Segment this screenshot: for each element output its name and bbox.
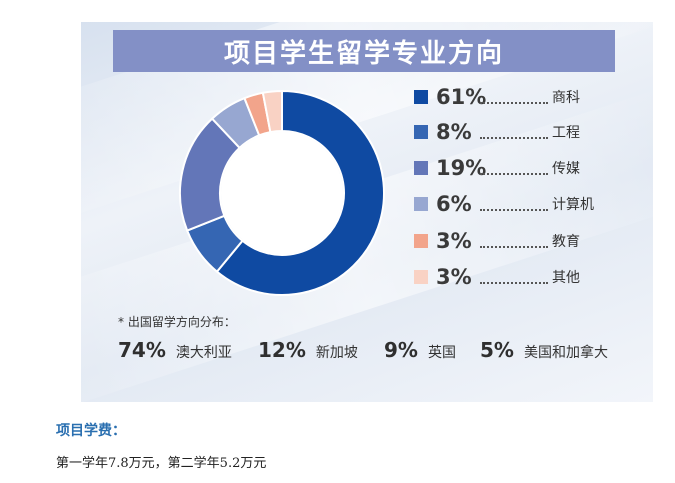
country-stat-singapore: 12% 新加坡 — [258, 338, 358, 362]
chart-title: 项目学生留学专业方向 — [113, 30, 615, 72]
legend-item-education: 3% 教育 — [414, 228, 580, 254]
country-name: 美国和加拿大 — [523, 345, 608, 361]
legend-item-other: 3% 其他 — [414, 264, 580, 290]
country-name: 澳大利亚 — [175, 345, 232, 361]
legend-item-media: 19% 传媒 — [414, 155, 580, 181]
legend-percent: 61% — [436, 85, 487, 109]
leader-dots — [480, 234, 548, 248]
leader-dots — [480, 90, 548, 104]
legend-label: 工程 — [552, 125, 580, 141]
leader-dots — [480, 197, 548, 211]
country-percent: 9% — [384, 338, 418, 362]
country-stat-uk: 9% 英国 — [384, 338, 456, 362]
legend-label: 计算机 — [552, 197, 594, 213]
donut-slice-6 — [261, 89, 283, 134]
legend-swatch — [414, 161, 428, 175]
donut-slice-1 — [215, 89, 385, 296]
donut-hole — [221, 132, 343, 254]
legend-label: 传媒 — [552, 161, 580, 177]
legend-item-business: 61% 商科 — [414, 84, 580, 110]
legend-label: 其他 — [552, 270, 580, 286]
tuition-text: 第一学年7.8万元，第二学年5.2万元 — [56, 456, 267, 471]
legend-swatch — [414, 197, 428, 211]
legend-item-computer: 6% 计算机 — [414, 191, 594, 217]
legend-percent: 19% — [436, 156, 487, 180]
distribution-note: * 出国留学方向分布： — [118, 315, 236, 329]
country-name: 英国 — [427, 345, 456, 361]
tuition-heading: 项目学费： — [56, 423, 126, 439]
legend-label: 教育 — [552, 234, 580, 250]
country-stat-australia: 74% 澳大利亚 — [118, 338, 232, 362]
legend-percent: 8% — [436, 120, 472, 144]
legend-label: 商科 — [552, 90, 580, 106]
donut-chart — [179, 89, 385, 296]
legend-swatch — [414, 270, 428, 284]
country-name: 新加坡 — [315, 345, 358, 361]
legend-percent: 6% — [436, 192, 472, 216]
legend-swatch — [414, 90, 428, 104]
legend-swatch — [414, 234, 428, 248]
leader-dots — [480, 161, 548, 175]
legend-item-engineering: 8% 工程 — [414, 119, 580, 145]
leader-dots — [480, 125, 548, 139]
country-percent: 12% — [258, 338, 306, 362]
legend-percent: 3% — [436, 265, 472, 289]
legend-percent: 3% — [436, 229, 472, 253]
legend-swatch — [414, 125, 428, 139]
country-percent: 74% — [118, 338, 166, 362]
country-stat-us-canada: 5% 美国和加拿大 — [480, 338, 608, 362]
leader-dots — [480, 270, 548, 284]
country-percent: 5% — [480, 338, 514, 362]
